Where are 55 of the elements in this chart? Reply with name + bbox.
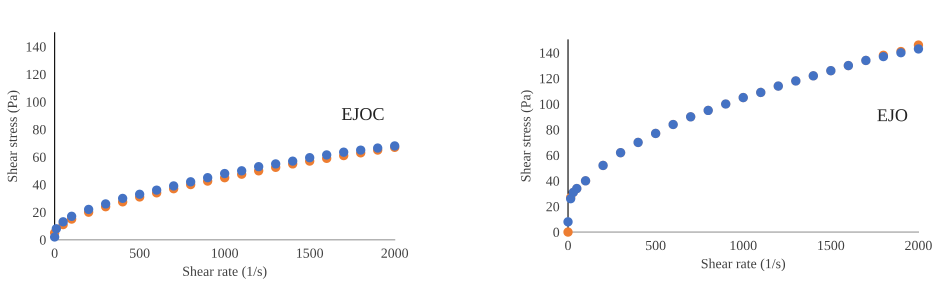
y-tick-label: 40 (546, 176, 560, 186)
y-tick-label: 60 (33, 152, 46, 162)
y-tick-label: 120 (26, 70, 46, 80)
x-tick-label: 1000 (212, 248, 238, 258)
point (203, 173, 212, 182)
point (254, 162, 264, 172)
x-axis-title: Shear rate (1/s) (183, 266, 266, 279)
x-tick-label: 2000 (381, 248, 408, 258)
y-axis-title: Shear stress (Pa) (520, 90, 534, 182)
x-tick-label: 2000 (905, 240, 932, 250)
y-axis-title: Shear stress (Pa) (7, 90, 20, 182)
x-tick-label: 1500 (297, 248, 324, 258)
y-tick-label: 20 (33, 208, 46, 218)
point (169, 181, 178, 191)
point (152, 185, 162, 195)
y-tick-label: 100 (540, 100, 560, 109)
point (84, 204, 94, 214)
y-tick-label: 40 (32, 180, 46, 190)
point (220, 168, 230, 178)
point (563, 227, 573, 237)
point (100, 199, 110, 209)
x-tick-label: 1000 (730, 240, 757, 250)
annotation: EJO (877, 109, 908, 122)
point (186, 177, 196, 186)
x-tick-label: 500 (130, 248, 150, 258)
y-tick-label: 80 (32, 124, 46, 134)
y-tick-label: 20 (546, 202, 560, 212)
point (271, 159, 280, 169)
x-tick-label: 1500 (818, 240, 844, 250)
x-axis-title: Shear rate (1/s) (702, 258, 786, 272)
point (58, 217, 68, 226)
point (237, 166, 246, 176)
y-tick-label: 100 (26, 97, 46, 107)
point (914, 44, 924, 54)
point (563, 217, 573, 226)
y-tick-label: 60 (546, 150, 560, 160)
point (52, 224, 61, 234)
y-tick-label: 120 (540, 74, 560, 84)
point (322, 150, 332, 160)
point (134, 190, 144, 199)
y-tick-label: 140 (26, 42, 46, 52)
annotation: EJOC (342, 108, 384, 120)
y-tick-label: 80 (546, 125, 560, 135)
point (339, 148, 348, 157)
point (118, 194, 128, 204)
y-tick-label: 140 (540, 48, 560, 58)
point (356, 145, 366, 155)
point (305, 153, 314, 162)
x-tick-label: 500 (646, 240, 666, 250)
y-tick-label: 0 (553, 228, 560, 238)
point (66, 212, 76, 221)
point (50, 232, 60, 242)
point (288, 156, 298, 166)
x-tick-label: 0 (52, 248, 58, 258)
x-tick-label: 0 (565, 240, 571, 250)
